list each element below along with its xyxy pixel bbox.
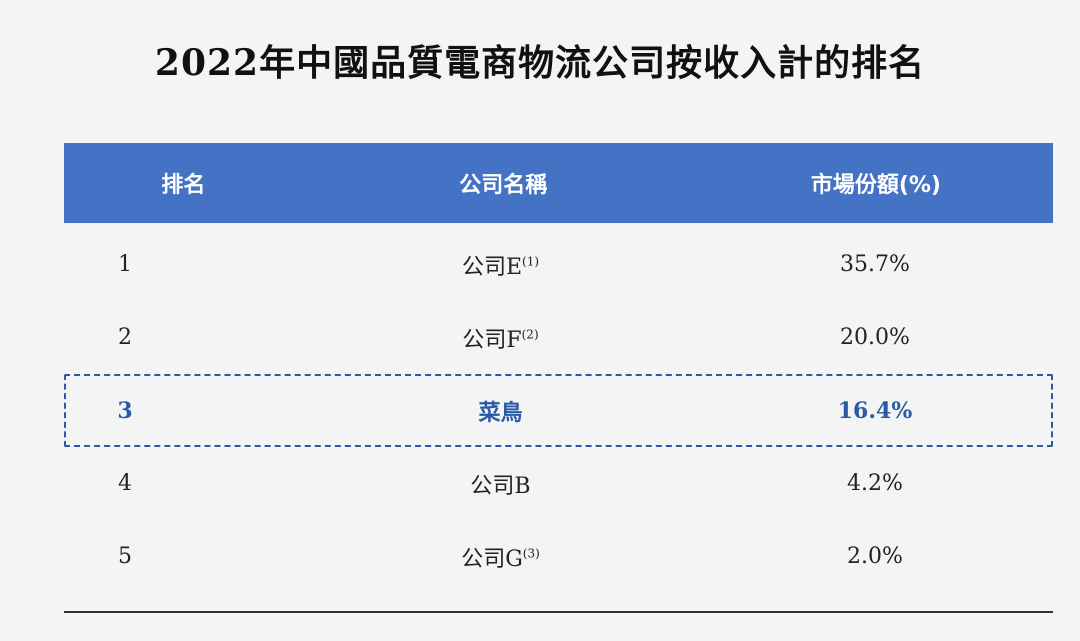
- company-cell: 公司E(1): [304, 249, 697, 281]
- company-name: 菜鳥: [478, 399, 523, 426]
- rank-cell: 1: [118, 252, 132, 277]
- footnote-marker: (2): [521, 327, 539, 342]
- page-title: 2022年中國品質電商物流公司按收入計的排名: [154, 42, 926, 84]
- ranking-table: 排名 公司名稱 市場份額(%) 1 公司E(1) 35.7% 2 公司F(2) …: [64, 143, 1053, 593]
- table-bottom-rule: [64, 611, 1053, 613]
- company-cell: 菜鳥: [304, 395, 697, 427]
- company-cell: 公司F(2): [304, 322, 697, 354]
- company-name: 公司G: [461, 546, 523, 572]
- header-rank: 排名: [161, 173, 206, 198]
- table-header: 排名 公司名稱 市場份額(%): [64, 143, 1053, 223]
- rank-cell: 5: [118, 544, 132, 569]
- company-name: 公司F: [462, 327, 522, 353]
- footnote-marker: (1): [522, 254, 540, 269]
- header-company: 公司名稱: [459, 173, 548, 198]
- company-cell: 公司G(3): [304, 541, 697, 573]
- share-cell: 20.0%: [840, 325, 910, 350]
- header-share: 市場份額(%): [810, 173, 941, 198]
- company-name: 公司E: [461, 254, 523, 280]
- table-row: 2 公司F(2) 20.0%: [64, 301, 1053, 374]
- share-cell: 2.0%: [847, 544, 903, 569]
- table-row: 4 公司B 4.2%: [64, 447, 1053, 520]
- footnote-marker: (3): [522, 546, 540, 561]
- table-row: 5 公司G(3) 2.0%: [64, 520, 1053, 593]
- company-name: 公司B: [470, 473, 531, 499]
- share-cell: 4.2%: [847, 471, 903, 496]
- table-row-highlighted: 3 菜鳥 16.4%: [64, 374, 1053, 447]
- company-cell: 公司B: [304, 468, 697, 500]
- rank-cell: 4: [118, 471, 132, 496]
- rank-cell: 2: [118, 325, 132, 350]
- share-cell: 35.7%: [840, 252, 910, 277]
- rank-cell: 3: [117, 397, 133, 424]
- table-row: 1 公司E(1) 35.7%: [64, 228, 1053, 301]
- share-cell: 16.4%: [837, 397, 913, 424]
